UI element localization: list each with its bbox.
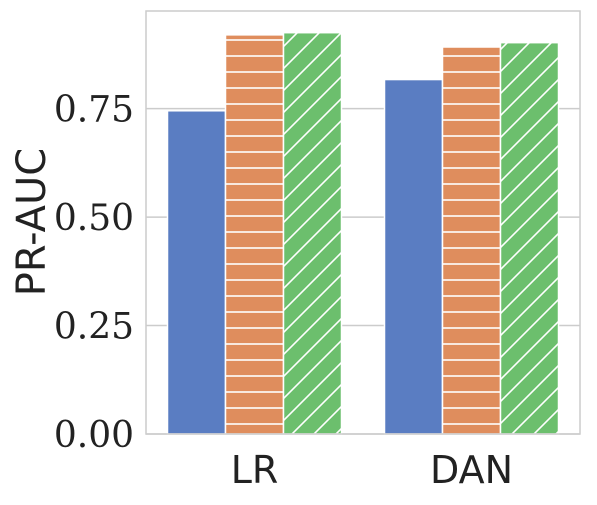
- y-tick-labels: 0.00 0.25 0.50 0.75: [54, 90, 134, 456]
- bar-dan-series-2: [441, 46, 502, 435]
- y-tick-label: 0.25: [54, 307, 134, 348]
- bar-dan-series-1: [383, 78, 444, 435]
- bar-lr-series-2: [224, 34, 285, 435]
- plot-frame: [145, 10, 581, 435]
- y-tick-label: 0.75: [54, 90, 134, 131]
- bar-dan-series-3: [499, 41, 560, 435]
- bar-lr-series-1: [166, 110, 227, 435]
- x-tick-labels: LR DAN: [231, 448, 513, 492]
- x-tick-label-dan: DAN: [430, 448, 513, 492]
- y-tick-label: 0.00: [54, 415, 134, 456]
- y-axis-label: PR-AUC: [9, 148, 55, 296]
- x-tick-label-lr: LR: [231, 448, 279, 492]
- bars: [166, 31, 560, 435]
- y-tick-label: 0.50: [54, 198, 134, 239]
- bar-lr-series-3: [282, 31, 343, 435]
